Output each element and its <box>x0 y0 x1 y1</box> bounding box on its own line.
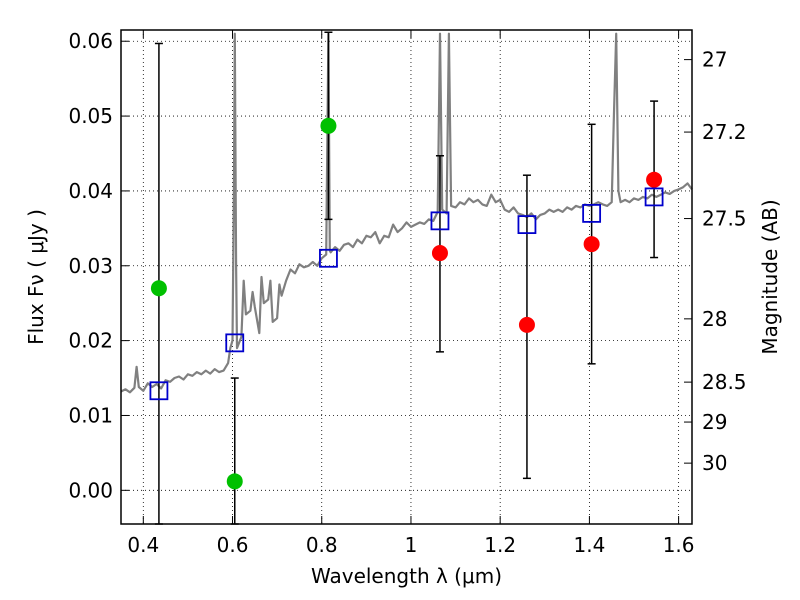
model-point-square <box>644 187 664 207</box>
model-point-square <box>225 333 245 353</box>
model-point-square <box>517 215 537 235</box>
mag-tick-label: 28 <box>702 307 727 331</box>
mag-tick-label: 27 <box>702 48 727 72</box>
data-markers <box>149 117 664 490</box>
y2-axis-label: Magnitude (AB) <box>758 199 782 354</box>
data-point-circle <box>583 236 600 253</box>
x-tick-label: 0.6 <box>217 533 249 557</box>
data-point-circle <box>646 171 663 188</box>
y-tick-label: 0.05 <box>68 104 113 128</box>
plot-frame <box>120 29 693 525</box>
error-bars <box>154 31 659 525</box>
model-point-square <box>430 211 450 231</box>
x-axis-label: Wavelength λ (μm) <box>311 564 502 588</box>
data-point-circle <box>150 280 167 297</box>
mag-tick-label: 27.2 <box>702 120 747 144</box>
model-spectrum <box>120 32 693 394</box>
model-point-square <box>149 381 169 401</box>
x-tick-label: 1.2 <box>484 533 516 557</box>
mag-tick-label: 30 <box>702 451 727 475</box>
axis-ticks: 0.4 0.6 0.8 1 1.2 1.4 1.6 0.00 0.01 0.02 0.03 0.04 0… <box>68 29 746 557</box>
data-point-circle <box>320 117 337 134</box>
data-point-circle <box>431 245 448 262</box>
x-tick-label: 1 <box>405 533 418 557</box>
mag-tick-label: 28.5 <box>702 370 747 394</box>
y-tick-label: 0.00 <box>68 478 113 502</box>
x-tick-label: 0.8 <box>306 533 338 557</box>
x-tick-label: 0.4 <box>127 533 159 557</box>
data-point-circle <box>226 473 243 490</box>
grid-lines <box>121 30 692 524</box>
model-point-square <box>582 203 602 223</box>
y-tick-label: 0.06 <box>68 29 113 53</box>
y-tick-label: 0.01 <box>68 403 113 427</box>
mag-tick-label: 27.5 <box>702 207 747 231</box>
data-point-circle <box>518 316 535 333</box>
x-tick-label: 1.6 <box>663 533 695 557</box>
y-tick-label: 0.02 <box>68 329 113 353</box>
y-axis-label: Flux Fν ( μJy ) <box>24 209 48 345</box>
y-tick-label: 0.04 <box>68 179 113 203</box>
x-tick-label: 1.4 <box>573 533 605 557</box>
spectrum-line <box>120 32 693 394</box>
model-point-square <box>319 248 338 268</box>
y-tick-label: 0.03 <box>68 254 113 278</box>
mag-tick-label: 29 <box>702 410 727 434</box>
